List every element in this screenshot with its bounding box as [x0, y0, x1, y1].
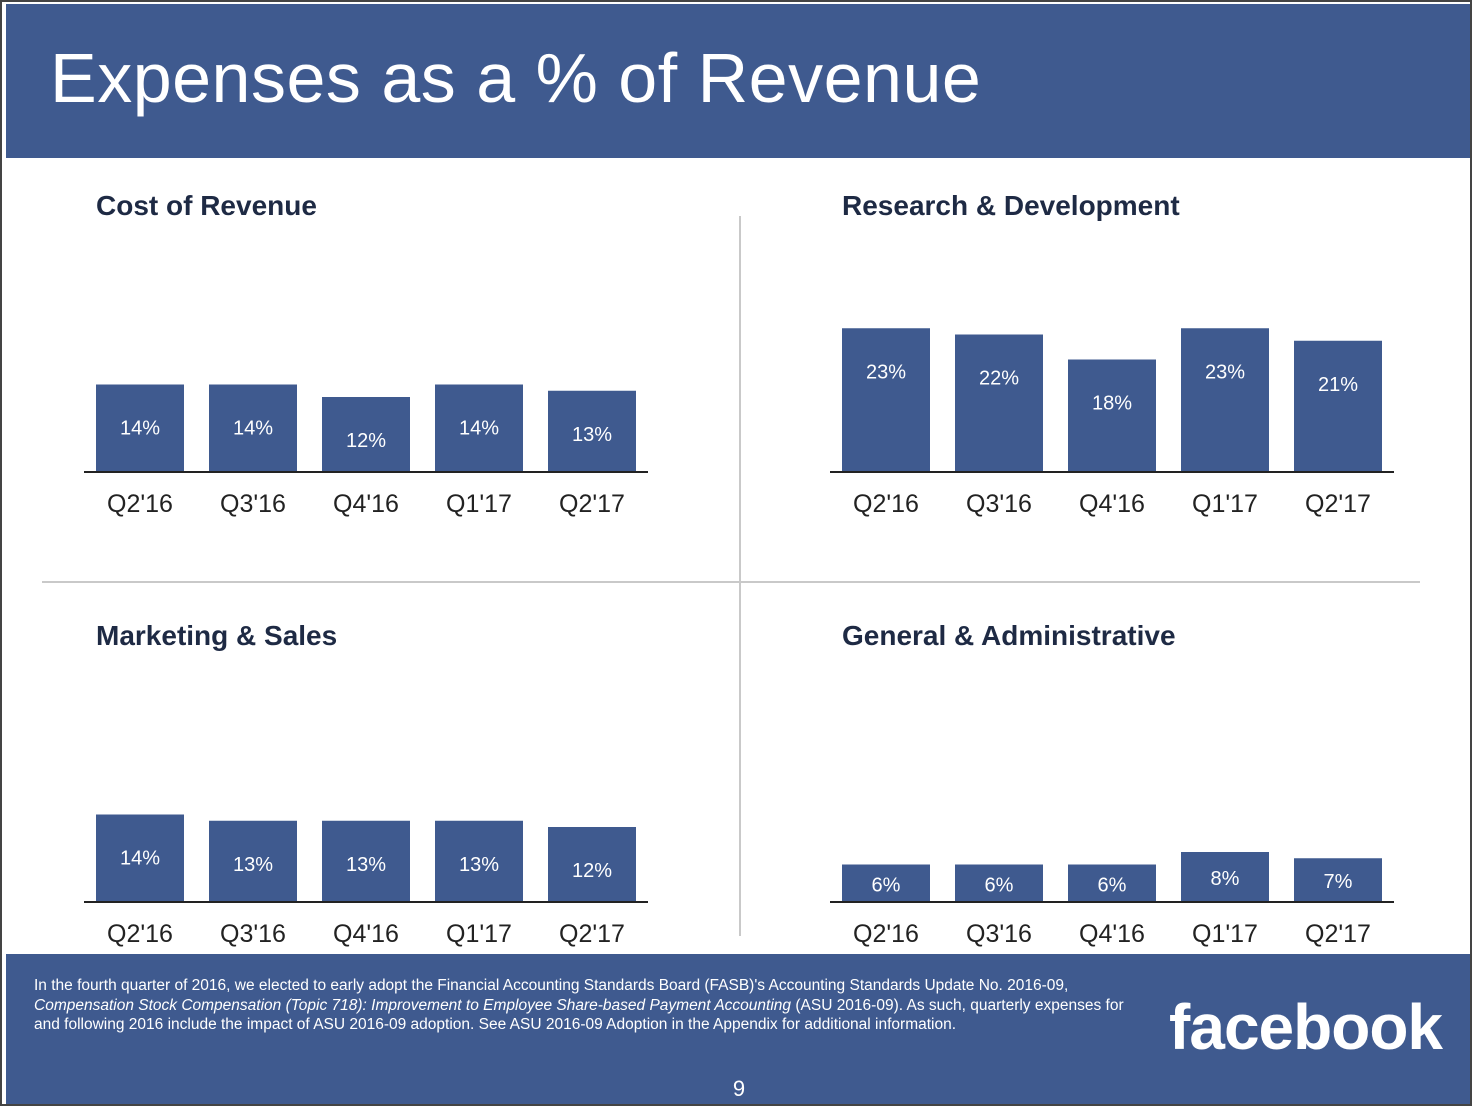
bar-0: [96, 814, 184, 902]
bar-2: [322, 397, 410, 472]
bar-1: [209, 820, 297, 902]
bar-value-label: 13%: [572, 424, 612, 446]
chart-title: General & Administrative: [842, 620, 1176, 651]
bar-value-label: 12%: [346, 430, 386, 452]
category-label: Q2'17: [1305, 490, 1371, 518]
category-label: Q2'17: [559, 490, 625, 518]
bar-value-label: 23%: [866, 361, 906, 383]
chart-panel-research-development: Research & Development 23% Q2'16 22% Q3'16 1…: [830, 190, 1470, 530]
category-label: Q2'16: [107, 920, 173, 948]
bar-0: [842, 864, 930, 902]
category-label: Q1'17: [1192, 920, 1258, 948]
footnote: In the fourth quarter of 2016, we electe…: [34, 976, 1144, 1035]
page-number: 9: [732, 1076, 746, 1101]
bar-1: [209, 384, 297, 472]
category-label: Q4'16: [333, 920, 399, 948]
facebook-logo: facebook: [1169, 991, 1443, 1063]
footnote-italic-text: Compensation Stock Compensation (Topic 7…: [34, 996, 792, 1014]
category-label: Q4'16: [1079, 920, 1145, 948]
bar-value-label: 6%: [985, 874, 1014, 896]
category-label: Q2'17: [559, 920, 625, 948]
category-label: Q1'17: [446, 920, 512, 948]
bar-2: [1068, 864, 1156, 902]
category-label: Q3'16: [220, 920, 286, 948]
bar-value-label: 13%: [459, 854, 499, 876]
bar-value-label: 23%: [1205, 361, 1245, 383]
bar-value-label: 14%: [459, 418, 499, 440]
category-label: Q2'16: [107, 490, 173, 518]
category-label: Q2'16: [853, 920, 919, 948]
bar-value-label: 18%: [1092, 393, 1132, 415]
category-label: Q1'17: [446, 490, 512, 518]
bar-value-label: 13%: [233, 854, 273, 876]
slide-header: Expenses as a % of Revenue: [6, 4, 1470, 158]
bar-chart-marketing-sales: 14% Q2'16 13% Q3'16 13% Q4'16 13% Q1'17 12% Q2'17: [84, 814, 648, 948]
chart-title: Cost of Revenue: [96, 190, 317, 221]
bar-value-label: 14%: [120, 418, 160, 440]
bar-4: [548, 390, 636, 472]
bar-value-label: 6%: [1098, 874, 1127, 896]
category-label: Q2'17: [1305, 920, 1371, 948]
bar-3: [435, 820, 523, 902]
footnote-text-end: (ASU 2016-09). As such, quarterly expens…: [34, 996, 1124, 1034]
bar-2: [322, 820, 410, 902]
bar-3: [1181, 852, 1269, 902]
chart-title: Marketing & Sales: [96, 620, 338, 651]
footnote-text: In the fourth quarter of 2016, we electe…: [34, 977, 1069, 994]
bar-value-label: 7%: [1324, 871, 1353, 893]
bar-value-label: 12%: [572, 860, 612, 882]
category-label: Q4'16: [333, 490, 399, 518]
bar-3: [435, 384, 523, 472]
category-label: Q3'16: [220, 490, 286, 518]
category-label: Q1'17: [1192, 490, 1258, 518]
bar-value-label: 14%: [120, 848, 160, 870]
slide-title: Expenses as a % of Revenue: [50, 39, 982, 117]
bar-0: [96, 384, 184, 472]
slide-footer: In the fourth quarter of 2016, we electe…: [6, 954, 1470, 1104]
bar-4: [1294, 858, 1382, 902]
horizontal-divider: [42, 581, 1420, 583]
chart-panel-cost-of-revenue: Cost of Revenue 14% Q2'16 14% Q3'16 12% Q4'16…: [84, 190, 736, 530]
bar-value-label: 21%: [1318, 374, 1358, 396]
category-label: Q3'16: [966, 920, 1032, 948]
bar-value-label: 22%: [979, 368, 1019, 390]
bar-value-label: 14%: [233, 418, 273, 440]
bar-2: [1068, 359, 1156, 472]
bar-chart-general-administrative: 6% Q2'16 6% Q3'16 6% Q4'16 8% Q1'17 7% Q2'17: [830, 852, 1394, 948]
bar-value-label: 6%: [872, 874, 901, 896]
chart-title: Research & Development: [842, 190, 1180, 221]
bar-chart-research-development: 23% Q2'16 22% Q3'16 18% Q4'16 23% Q1'17 21% Q2'17: [830, 328, 1394, 518]
bar-1: [955, 334, 1043, 472]
bar-4: [1294, 340, 1382, 472]
category-label: Q3'16: [966, 490, 1032, 518]
bar-4: [548, 827, 636, 902]
bar-0: [842, 328, 930, 472]
bar-1: [955, 864, 1043, 902]
bar-chart-cost-of-revenue: 14% Q2'16 14% Q3'16 12% Q4'16 14% Q1'17 13% Q2'17: [84, 384, 648, 518]
bar-value-label: 13%: [346, 854, 386, 876]
vertical-divider: [739, 216, 741, 936]
bar-3: [1181, 328, 1269, 472]
chart-panel-marketing-sales: Marketing & Sales 14% Q2'16 13% Q3'16 13% Q4'…: [84, 620, 736, 960]
bar-value-label: 8%: [1211, 868, 1240, 890]
chart-panel-general-administrative: General & Administrative 6% Q2'16 6% Q3'16 6…: [830, 620, 1470, 960]
category-label: Q4'16: [1079, 490, 1145, 518]
category-label: Q2'16: [853, 490, 919, 518]
